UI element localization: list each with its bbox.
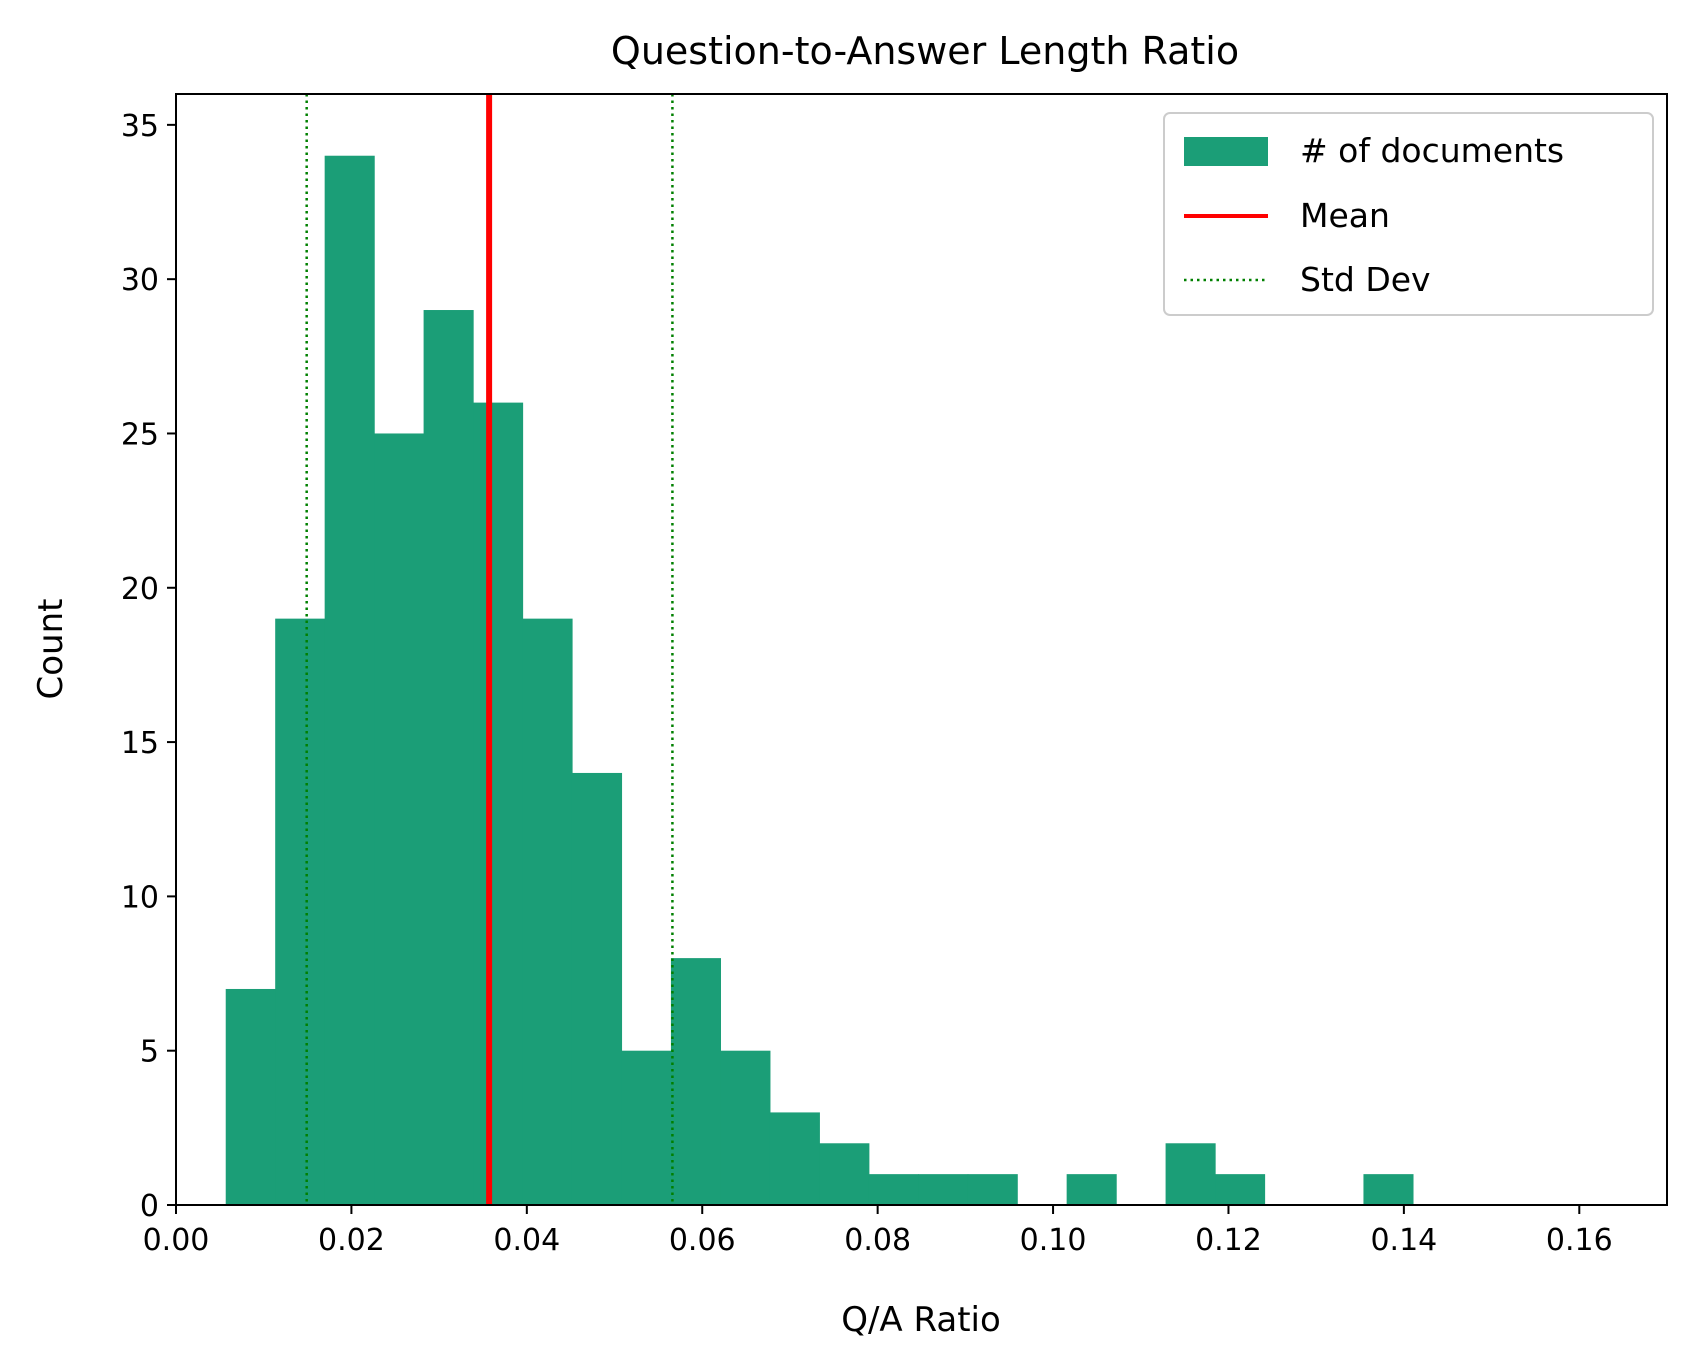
y-tick-label: 20 — [121, 572, 159, 607]
x-axis-ticks: 0.00 0.02 0.04 0.06 0.08 0.10 0.12 0.14 0.16 — [143, 1205, 1613, 1258]
legend-frame — [1163, 112, 1654, 316]
legend: # of documents Mean Std Dev — [1163, 112, 1654, 316]
chart-title: Question-to-Answer Length Ratio — [611, 29, 1239, 73]
plot-frame — [175, 93, 1668, 1206]
legend-label-documents: # of documents — [1300, 131, 1564, 170]
histogram-bar — [1363, 1174, 1414, 1205]
histogram-bar — [324, 155, 375, 1206]
histogram-bar — [967, 1174, 1018, 1205]
histogram-bar — [1066, 1174, 1117, 1205]
y-tick-label: 15 — [121, 726, 159, 761]
histogram-bar — [918, 1174, 969, 1205]
histogram-bar — [473, 402, 524, 1206]
y-tick-label: 30 — [121, 263, 159, 298]
histogram-bar — [571, 772, 623, 1205]
bars-group — [225, 155, 1414, 1206]
x-tick-label: 0.08 — [844, 1223, 911, 1258]
x-tick-label: 0.06 — [669, 1223, 736, 1258]
histogram-bar — [819, 1143, 870, 1205]
y-tick-label: 25 — [121, 417, 159, 452]
histogram-bar — [720, 1050, 771, 1205]
reference-lines-group — [305, 94, 674, 1205]
histogram-bar — [1165, 1143, 1216, 1205]
x-tick-label: 0.16 — [1546, 1223, 1613, 1258]
x-tick-label: 0.12 — [1195, 1223, 1262, 1258]
histogram-bar — [670, 958, 721, 1205]
histogram-bar — [1215, 1174, 1266, 1205]
y-axis-ticks: 0 5 10 15 20 25 30 35 — [121, 109, 176, 1224]
x-tick-label: 0.14 — [1370, 1223, 1437, 1258]
legend-label-std-dev: Std Dev — [1300, 260, 1431, 299]
histogram-bar — [225, 988, 276, 1205]
histogram-bar — [868, 1174, 919, 1205]
y-tick-label: 5 — [140, 1035, 159, 1070]
x-tick-label: 0.04 — [493, 1223, 560, 1258]
x-tick-label: 0.10 — [1020, 1223, 1087, 1258]
y-tick-label: 0 — [140, 1189, 159, 1224]
histogram-bar — [275, 618, 326, 1205]
legend-swatch-documents — [1184, 137, 1268, 166]
x-tick-label: 0.02 — [318, 1223, 385, 1258]
histogram-bar — [522, 618, 573, 1205]
histogram-bar — [621, 1050, 672, 1205]
y-tick-label: 35 — [121, 109, 159, 144]
histogram-bar — [769, 1112, 820, 1205]
legend-label-mean: Mean — [1300, 196, 1390, 235]
y-axis-label: Count — [31, 599, 71, 700]
histogram-bar — [374, 433, 425, 1205]
x-tick-label: 0.00 — [143, 1223, 210, 1258]
y-tick-label: 10 — [121, 880, 159, 915]
x-axis-label: Q/A Ratio — [841, 1300, 1001, 1340]
histogram-bar — [423, 310, 474, 1205]
